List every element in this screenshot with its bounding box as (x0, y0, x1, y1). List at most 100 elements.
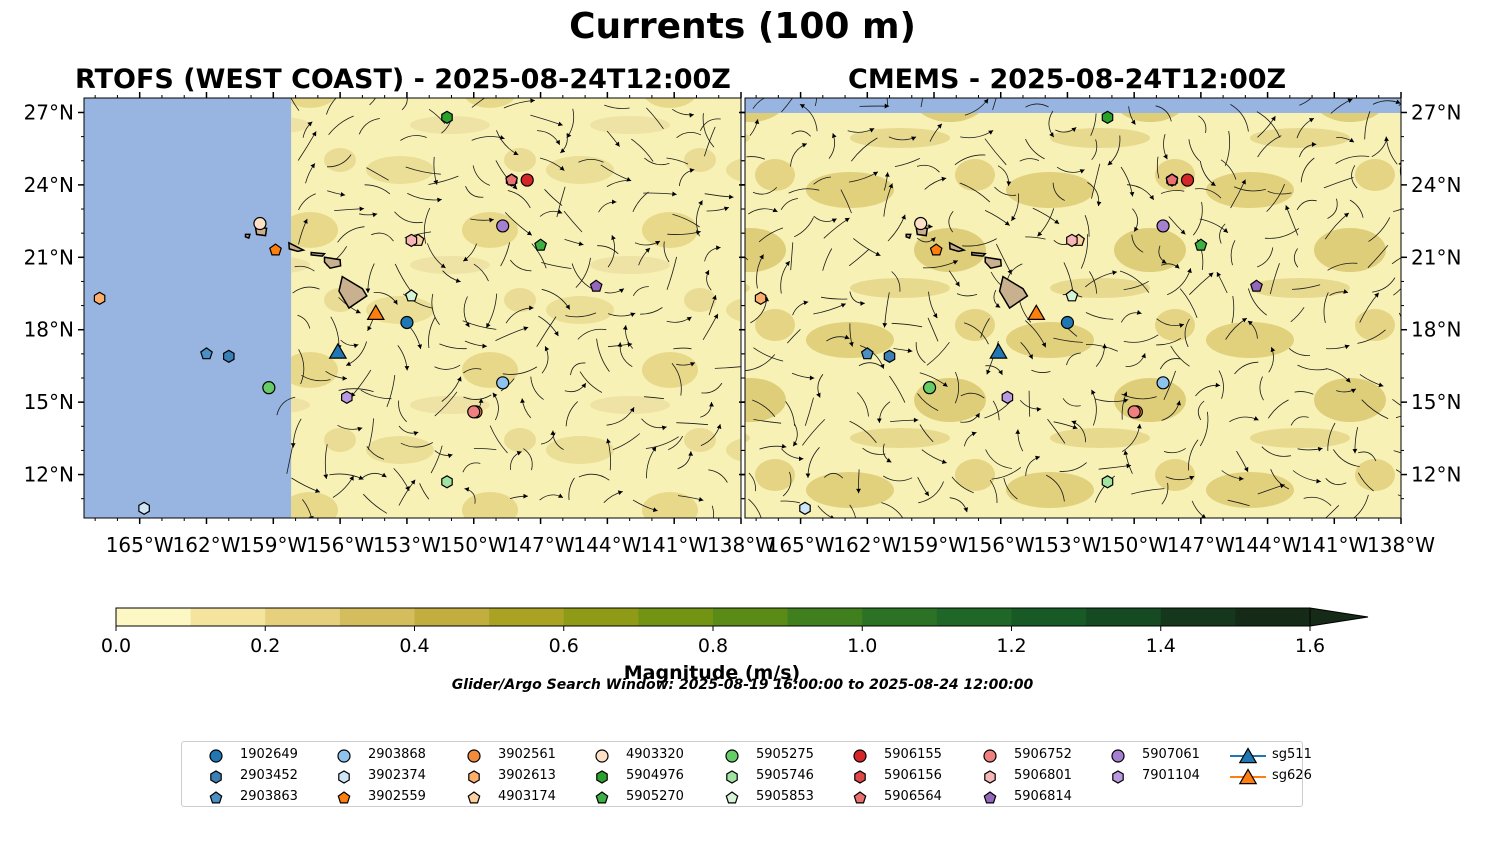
streamline-arrow (1247, 320, 1253, 326)
streamline (790, 242, 794, 271)
streamline-arrow (1129, 191, 1135, 197)
lon-tick-label: 165°W (767, 533, 835, 557)
streamline-arrow (983, 98, 989, 104)
legend-marker (337, 749, 351, 763)
right-panel-title: CMEMS - 2025-08-24T12:00Z (848, 64, 1287, 95)
marker-sg626 (1027, 304, 1046, 320)
streamline-arrow (372, 212, 378, 218)
legend-label: 5905746 (756, 768, 814, 783)
streamline-arrow (1072, 424, 1078, 430)
lat-tick-label: 27°N (24, 100, 74, 124)
streamline (1398, 103, 1401, 106)
lon-tick-label: 147°W (507, 533, 575, 557)
streamline (544, 189, 563, 206)
streamline (536, 316, 557, 347)
streamline (541, 262, 572, 269)
streamline (663, 241, 670, 263)
streamline (1372, 277, 1396, 293)
streamline-arrow (941, 176, 947, 182)
streamline-arrow (975, 412, 980, 418)
legend-marker (983, 749, 997, 763)
legend-label: 5904976 (626, 768, 684, 783)
streamline-arrow (1271, 116, 1276, 122)
streamline-arrow (555, 139, 560, 145)
streamline-arrow (728, 194, 734, 200)
streamline-arrow (358, 475, 364, 480)
streamline-arrow (888, 183, 893, 189)
streamline-arrow (1241, 318, 1247, 323)
streamline (994, 186, 1017, 196)
streamline (1357, 472, 1374, 492)
streamline-arrow (560, 148, 566, 153)
streamline-arrow (816, 392, 821, 398)
streamline (644, 157, 670, 166)
streamline (1025, 236, 1046, 240)
legend-symbol (210, 770, 222, 784)
streamline (1159, 358, 1181, 370)
streamline (1395, 469, 1401, 474)
streamline (1333, 449, 1360, 467)
streamline-arrow (805, 473, 811, 478)
streamline (1335, 155, 1370, 164)
streamline (1089, 271, 1098, 294)
streamline-arrow (557, 209, 563, 214)
streamline-arrow (307, 121, 313, 127)
streamline (612, 433, 641, 451)
streamline-arrow (798, 456, 804, 462)
marker-1902649 (1060, 315, 1075, 330)
streamline-arrow (928, 224, 933, 229)
streamline (428, 108, 446, 124)
streamline-arrow (1349, 137, 1355, 143)
rtofs-map: 165°W162°W159°W156°W153°W150°W147°W144°W… (24, 87, 775, 557)
streamline-arrow (1136, 310, 1142, 315)
streamline (1267, 190, 1292, 195)
streamline (509, 259, 532, 272)
streamline (918, 481, 944, 504)
streamline-arrow (986, 369, 991, 375)
legend: 1902649 2903452 2903863 2903868 3902374 39025… (181, 741, 1312, 807)
streamline-arrow (995, 303, 1001, 308)
streamline (1047, 418, 1066, 444)
streamline (1299, 98, 1312, 106)
figure-title: Currents (100 m) (569, 6, 916, 47)
marker-1902649 (400, 315, 414, 330)
legend-item-sg511: sg511 (1228, 747, 1348, 765)
streamline-arrow (1130, 119, 1136, 125)
streamline (1361, 399, 1389, 420)
streamline (1327, 422, 1336, 451)
streamline (606, 180, 627, 187)
streamline (1393, 287, 1401, 296)
streamline-arrow (963, 507, 969, 513)
streamline-arrow (615, 141, 620, 147)
streamline-arrow (809, 375, 815, 381)
streamline (850, 137, 878, 162)
streamline (434, 364, 461, 370)
streamline-arrow (716, 424, 722, 430)
legend-marker (983, 791, 997, 804)
legend-symbol (467, 749, 481, 763)
streamline (1392, 398, 1401, 407)
streamline (748, 498, 762, 518)
cmems-streamlines (745, 98, 1401, 518)
legend-item-1902649: 1902649 (196, 747, 316, 765)
streamline-arrow (496, 87, 501, 91)
legend-marker (1112, 770, 1124, 784)
marker-5906814 (589, 279, 603, 292)
legend-label: 4903174 (498, 789, 556, 804)
streamline-arrow (611, 235, 616, 241)
marker-7901104 (1001, 390, 1014, 404)
streamline-arrow (1163, 154, 1168, 160)
lon-tick-label: 141°W (640, 533, 708, 557)
streamline (891, 271, 901, 292)
streamline (1303, 496, 1332, 506)
streamline (1296, 199, 1317, 210)
streamline-arrow (1309, 118, 1315, 123)
colorbar-tick-label: 0.0 (101, 635, 131, 657)
streamline-arrow (554, 331, 559, 337)
colorbar-bin (489, 608, 565, 626)
legend-label: 3902374 (368, 768, 426, 783)
streamline-arrow (1187, 268, 1192, 274)
marker-5905746 (441, 475, 453, 489)
streamline (1123, 280, 1149, 290)
streamline (858, 362, 884, 369)
